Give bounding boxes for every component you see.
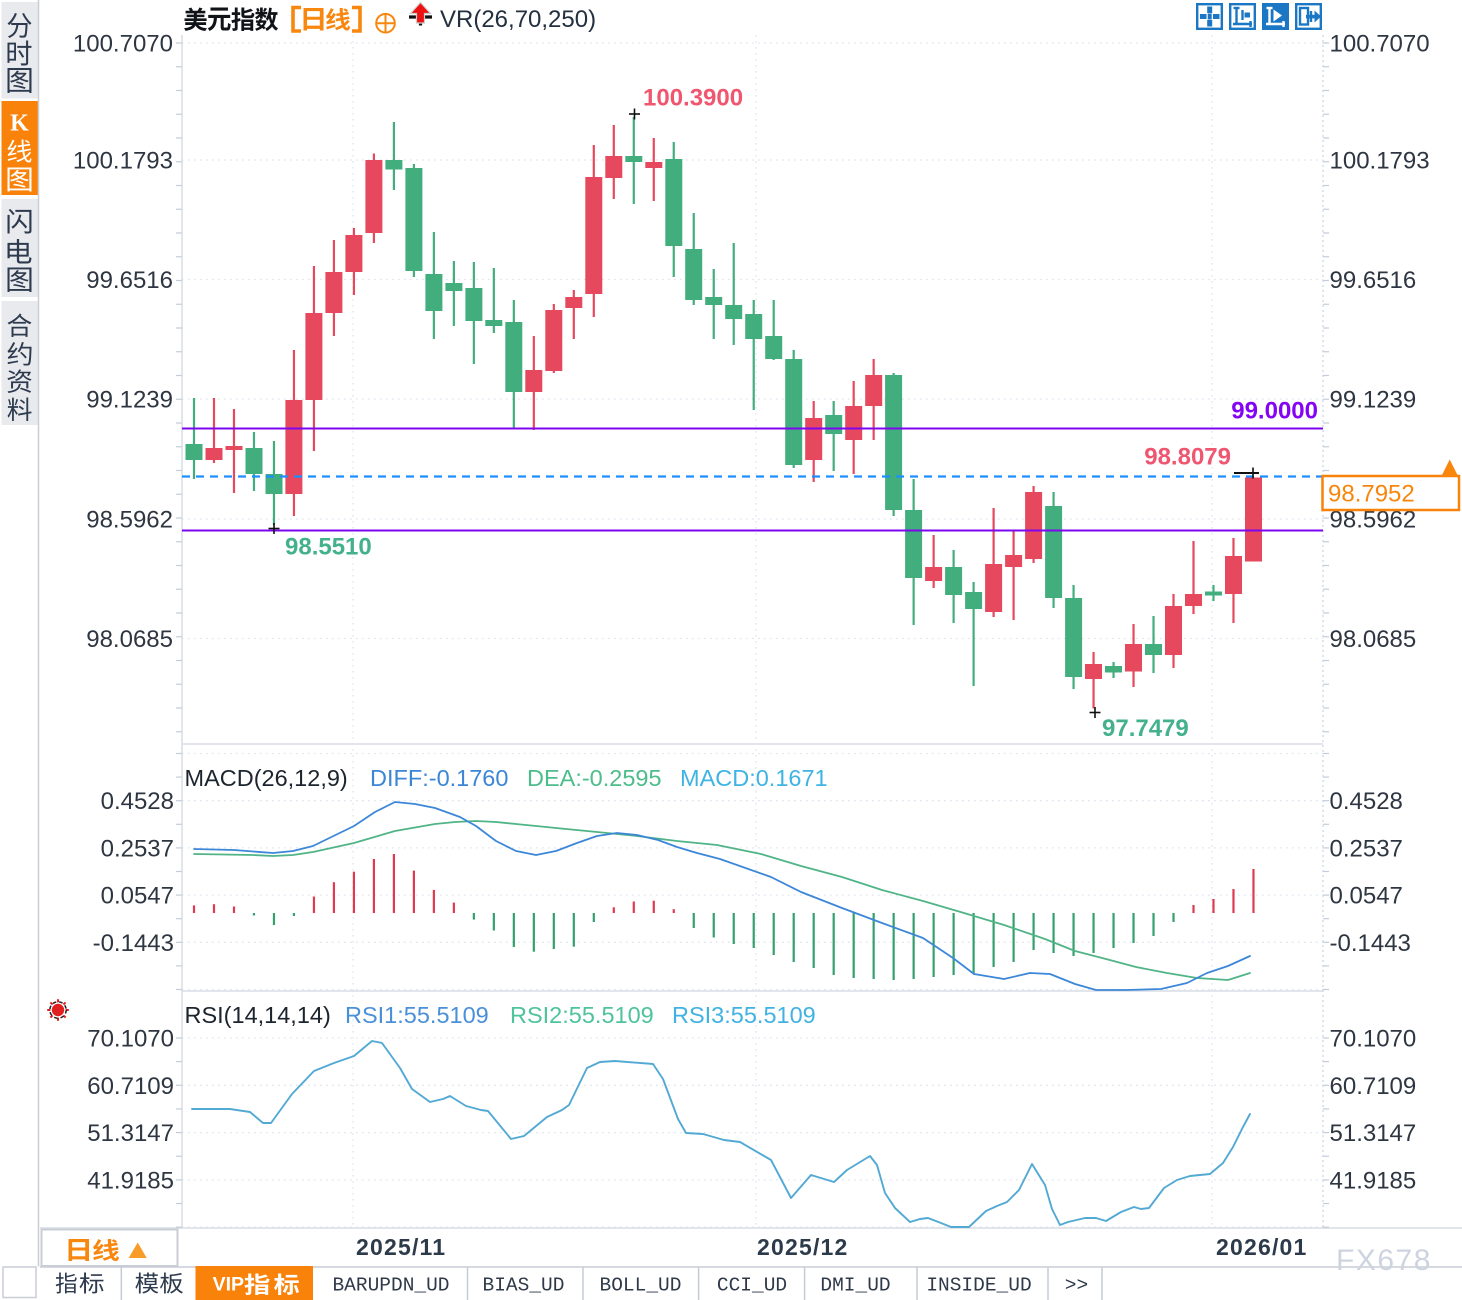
svg-text:BIAS_UD: BIAS_UD: [483, 1274, 565, 1296]
svg-text:97.7479: 97.7479: [1102, 715, 1189, 742]
svg-text:K: K: [10, 111, 29, 137]
svg-text:99.0000: 99.0000: [1231, 398, 1318, 425]
svg-text:100.3900: 100.3900: [643, 85, 743, 112]
svg-text:98.5510: 98.5510: [285, 534, 372, 561]
svg-text:0.0547: 0.0547: [1330, 883, 1403, 910]
svg-text:0.2537: 0.2537: [1330, 835, 1403, 862]
svg-text:2025/11: 2025/11: [356, 1234, 446, 1260]
svg-text:70.1070: 70.1070: [87, 1026, 174, 1053]
svg-text:BOLL_UD: BOLL_UD: [600, 1274, 682, 1296]
svg-text:RSI(14,14,14): RSI(14,14,14): [185, 1002, 331, 1028]
svg-text:99.1239: 99.1239: [86, 387, 173, 414]
svg-text:98.0685: 98.0685: [86, 626, 173, 653]
svg-text:100.1793: 100.1793: [73, 148, 173, 175]
svg-text:100.7070: 100.7070: [1330, 31, 1430, 58]
svg-text:100.1793: 100.1793: [1330, 148, 1430, 175]
svg-text:99.1239: 99.1239: [1330, 387, 1417, 414]
svg-text:FX678: FX678: [1336, 1244, 1432, 1277]
svg-text:98.7952: 98.7952: [1328, 481, 1415, 508]
svg-text:RSI2:55.5109: RSI2:55.5109: [510, 1002, 654, 1028]
svg-text:41.9185: 41.9185: [87, 1167, 174, 1194]
svg-text:RSI1:55.5109: RSI1:55.5109: [345, 1002, 489, 1028]
svg-text:2025/12: 2025/12: [757, 1234, 849, 1260]
svg-text:98.8079: 98.8079: [1144, 444, 1231, 471]
svg-text:RSI3:55.5109: RSI3:55.5109: [672, 1002, 816, 1028]
svg-text:98.5962: 98.5962: [86, 507, 173, 534]
svg-text:DMI_UD: DMI_UD: [820, 1274, 890, 1296]
svg-text:-0.1443: -0.1443: [93, 930, 174, 957]
svg-text:2026/01: 2026/01: [1216, 1234, 1308, 1260]
svg-text:0.2537: 0.2537: [101, 835, 174, 862]
svg-text:99.6516: 99.6516: [1330, 267, 1417, 294]
svg-text:VR(26,70,250): VR(26,70,250): [440, 6, 596, 33]
svg-text:DIFF:-0.1760: DIFF:-0.1760: [370, 765, 508, 791]
svg-text:0.4528: 0.4528: [101, 788, 174, 815]
svg-text:MACD(26,12,9): MACD(26,12,9): [185, 765, 348, 791]
svg-text:60.7109: 60.7109: [1330, 1073, 1417, 1100]
svg-text:BARUPDN_UD: BARUPDN_UD: [332, 1274, 449, 1296]
svg-text:0.4528: 0.4528: [1330, 788, 1403, 815]
svg-text:51.3147: 51.3147: [87, 1120, 174, 1147]
svg-text:DEA:-0.2595: DEA:-0.2595: [527, 765, 662, 791]
svg-text:100.7070: 100.7070: [73, 31, 173, 58]
svg-text:60.7109: 60.7109: [87, 1073, 174, 1100]
svg-text:70.1070: 70.1070: [1330, 1026, 1417, 1053]
svg-text:-0.1443: -0.1443: [1330, 930, 1411, 957]
svg-text:INSIDE_UD: INSIDE_UD: [926, 1274, 1031, 1296]
svg-text:51.3147: 51.3147: [1330, 1120, 1417, 1147]
svg-text:MACD:0.1671: MACD:0.1671: [680, 765, 828, 791]
svg-text:99.6516: 99.6516: [86, 267, 173, 294]
svg-text:>>: >>: [1065, 1274, 1088, 1296]
svg-text:0.0547: 0.0547: [101, 883, 174, 910]
svg-text:CCI_UD: CCI_UD: [717, 1274, 787, 1296]
svg-text:98.0685: 98.0685: [1330, 626, 1417, 653]
svg-text:VIP: VIP: [213, 1273, 244, 1295]
svg-text:41.9185: 41.9185: [1330, 1167, 1417, 1194]
